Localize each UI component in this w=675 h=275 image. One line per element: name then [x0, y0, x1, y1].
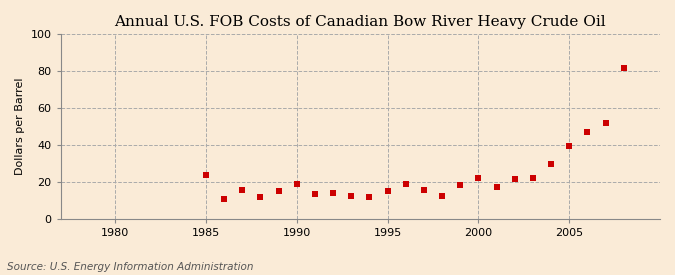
Point [255, 195, 266, 199]
Point [400, 182, 411, 186]
Point [364, 195, 375, 199]
Point [219, 196, 230, 201]
Point [437, 194, 448, 198]
Point [600, 121, 611, 125]
Point [473, 176, 484, 181]
Point [200, 172, 211, 177]
Title: Annual U.S. FOB Costs of Canadian Bow River Heavy Crude Oil: Annual U.S. FOB Costs of Canadian Bow Ri… [115, 15, 606, 29]
Point [346, 194, 356, 198]
Point [582, 130, 593, 134]
Point [509, 177, 520, 182]
Point [618, 65, 629, 70]
Point [418, 188, 429, 192]
Point [292, 182, 302, 186]
Text: Source: U.S. Energy Information Administration: Source: U.S. Energy Information Administ… [7, 262, 253, 272]
Point [382, 189, 393, 194]
Point [527, 176, 538, 181]
Point [327, 191, 338, 195]
Point [273, 189, 284, 194]
Point [309, 192, 320, 196]
Point [564, 144, 574, 148]
Point [545, 161, 556, 166]
Point [491, 185, 502, 189]
Y-axis label: Dollars per Barrel: Dollars per Barrel [15, 78, 25, 175]
Point [455, 183, 466, 187]
Point [237, 188, 248, 192]
